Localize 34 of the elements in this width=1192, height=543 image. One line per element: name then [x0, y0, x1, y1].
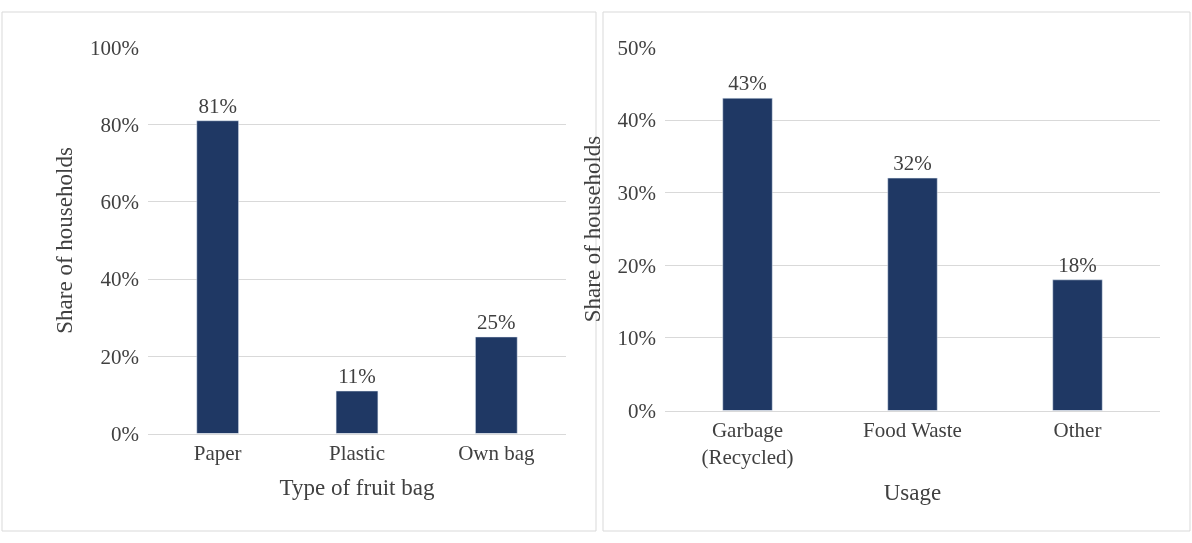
y-tick-label: 50%	[617, 35, 656, 60]
x-tick-label: Paper	[193, 440, 242, 465]
y-tick-label: 80%	[100, 112, 139, 137]
data-label: 11%	[338, 364, 376, 389]
bar	[475, 336, 518, 434]
y-tick-label: 0%	[628, 398, 656, 423]
y-tick-label: 100%	[90, 35, 139, 60]
y-tick-label: 0%	[111, 421, 139, 446]
x-tick-label: Garbage (Recycled)	[701, 417, 794, 470]
y-tick-label: 20%	[617, 253, 656, 278]
x-tick-label: Plastic	[329, 440, 385, 465]
y-tick-label: 40%	[100, 267, 139, 292]
y-tick-label: 10%	[617, 326, 656, 351]
bar	[1052, 279, 1103, 411]
bar	[196, 120, 239, 434]
data-label: 81%	[198, 93, 237, 118]
y-tick-label: 40%	[617, 108, 656, 133]
data-label: 32%	[893, 151, 932, 176]
x-tick-label: Other	[1053, 417, 1102, 442]
y-axis-title: Share of households	[52, 147, 78, 334]
y-tick-label: 20%	[100, 344, 139, 369]
data-label: 18%	[1058, 252, 1097, 277]
y-tick-label: 60%	[100, 190, 139, 215]
data-label: 43%	[728, 71, 767, 96]
y-axis-title: Share of households	[579, 135, 605, 323]
x-tick-label: Food Waste	[863, 417, 962, 442]
bar	[887, 177, 938, 411]
bar	[722, 97, 773, 411]
data-label: 25%	[477, 309, 516, 334]
x-tick-label: Own bag	[458, 440, 536, 465]
x-axis-title: Usage	[883, 479, 942, 505]
y-tick-label: 30%	[617, 180, 656, 205]
x-axis-title: Type of fruit bag	[279, 475, 435, 501]
bar	[335, 390, 379, 434]
